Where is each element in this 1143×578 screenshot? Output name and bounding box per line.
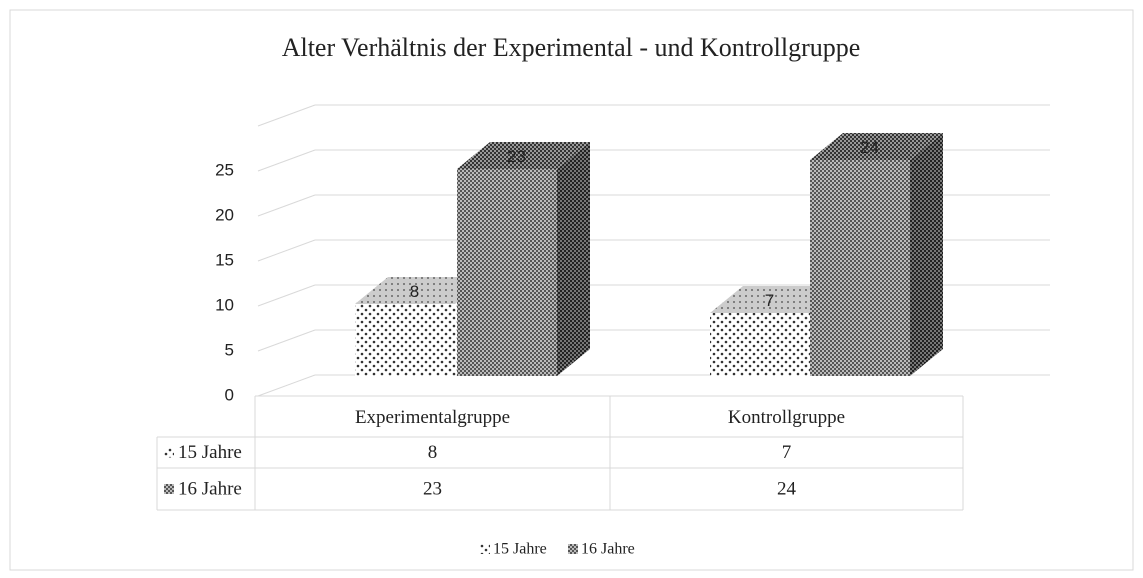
- legend-label: 16 Jahre: [581, 541, 635, 558]
- bar-top: [457, 142, 590, 169]
- table-key: [164, 447, 174, 458]
- legend-key: [568, 544, 578, 554]
- table-value: 7: [782, 442, 792, 463]
- y-tick-label: 5: [225, 340, 234, 359]
- table-value: 23: [423, 478, 442, 499]
- bar-side: [557, 142, 590, 376]
- table-row-label: 16 Jahre: [178, 478, 242, 499]
- grid-line: [257, 329, 316, 352]
- bar-top: [355, 277, 488, 304]
- data-label: 24: [860, 138, 879, 157]
- bar-top: [710, 286, 843, 313]
- legend-label: 15 Jahre: [493, 541, 547, 558]
- table-row-label: 15 Jahre: [178, 442, 242, 463]
- data-label: 23: [507, 147, 526, 166]
- grid-line: [257, 374, 316, 397]
- grid-line: [257, 194, 316, 217]
- category-label: Experimentalgruppe: [355, 407, 510, 428]
- data-label: 7: [765, 291, 774, 310]
- y-tick-label: 0: [225, 385, 234, 404]
- table-value: 8: [428, 442, 438, 463]
- data-label: 8: [410, 282, 419, 301]
- legend-key: [480, 544, 490, 554]
- grid-line: [257, 239, 316, 262]
- bar: [810, 160, 910, 376]
- grid-line: [257, 149, 316, 172]
- bar: [355, 304, 455, 376]
- grid-line: [257, 284, 316, 307]
- table-key: [164, 484, 174, 494]
- bar-top: [810, 133, 943, 160]
- y-tick-label: 10: [215, 295, 234, 314]
- grid-line: [257, 104, 316, 127]
- chart-title: Alter Verhältnis der Experimental - und …: [282, 33, 861, 62]
- y-tick-label: 20: [215, 205, 234, 224]
- bar-side: [910, 133, 943, 376]
- category-label: Kontrollgruppe: [728, 407, 845, 428]
- bar: [710, 313, 810, 376]
- y-tick-label: 15: [215, 250, 234, 269]
- bar: [457, 169, 557, 376]
- y-tick-label: 25: [215, 160, 234, 179]
- table-value: 24: [777, 478, 797, 499]
